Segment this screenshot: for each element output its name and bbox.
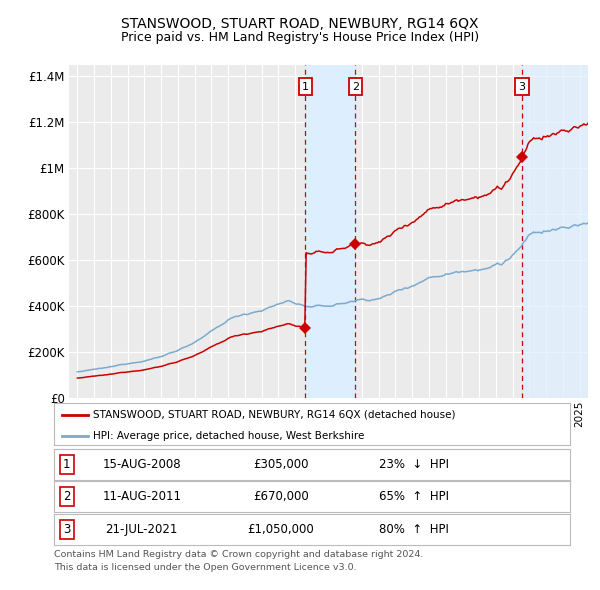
Text: HPI: Average price, detached house, West Berkshire: HPI: Average price, detached house, West… [92, 431, 364, 441]
Text: 2: 2 [352, 81, 359, 91]
Text: 1: 1 [302, 81, 309, 91]
Text: 11-AUG-2011: 11-AUG-2011 [102, 490, 181, 503]
Text: £305,000: £305,000 [253, 458, 309, 471]
Text: 21-JUL-2021: 21-JUL-2021 [106, 523, 178, 536]
Text: 80%  ↑  HPI: 80% ↑ HPI [379, 523, 449, 536]
Bar [305, 65, 355, 398]
Text: 15-AUG-2008: 15-AUG-2008 [103, 458, 181, 471]
Bar [522, 65, 596, 398]
Text: 23%  ↓  HPI: 23% ↓ HPI [379, 458, 449, 471]
Text: 1: 1 [63, 458, 71, 471]
Text: This data is licensed under the Open Government Licence v3.0.: This data is licensed under the Open Gov… [54, 563, 356, 572]
Text: Contains HM Land Registry data © Crown copyright and database right 2024.: Contains HM Land Registry data © Crown c… [54, 550, 424, 559]
Text: 2: 2 [63, 490, 71, 503]
Text: 65%  ↑  HPI: 65% ↑ HPI [379, 490, 449, 503]
Text: STANSWOOD, STUART ROAD, NEWBURY, RG14 6QX: STANSWOOD, STUART ROAD, NEWBURY, RG14 6Q… [121, 17, 479, 31]
Text: Price paid vs. HM Land Registry's House Price Index (HPI): Price paid vs. HM Land Registry's House … [121, 31, 479, 44]
Text: STANSWOOD, STUART ROAD, NEWBURY, RG14 6QX (detached house): STANSWOOD, STUART ROAD, NEWBURY, RG14 6Q… [92, 410, 455, 420]
Text: £1,050,000: £1,050,000 [248, 523, 314, 536]
Text: £670,000: £670,000 [253, 490, 309, 503]
Text: 3: 3 [63, 523, 71, 536]
Text: 3: 3 [518, 81, 526, 91]
